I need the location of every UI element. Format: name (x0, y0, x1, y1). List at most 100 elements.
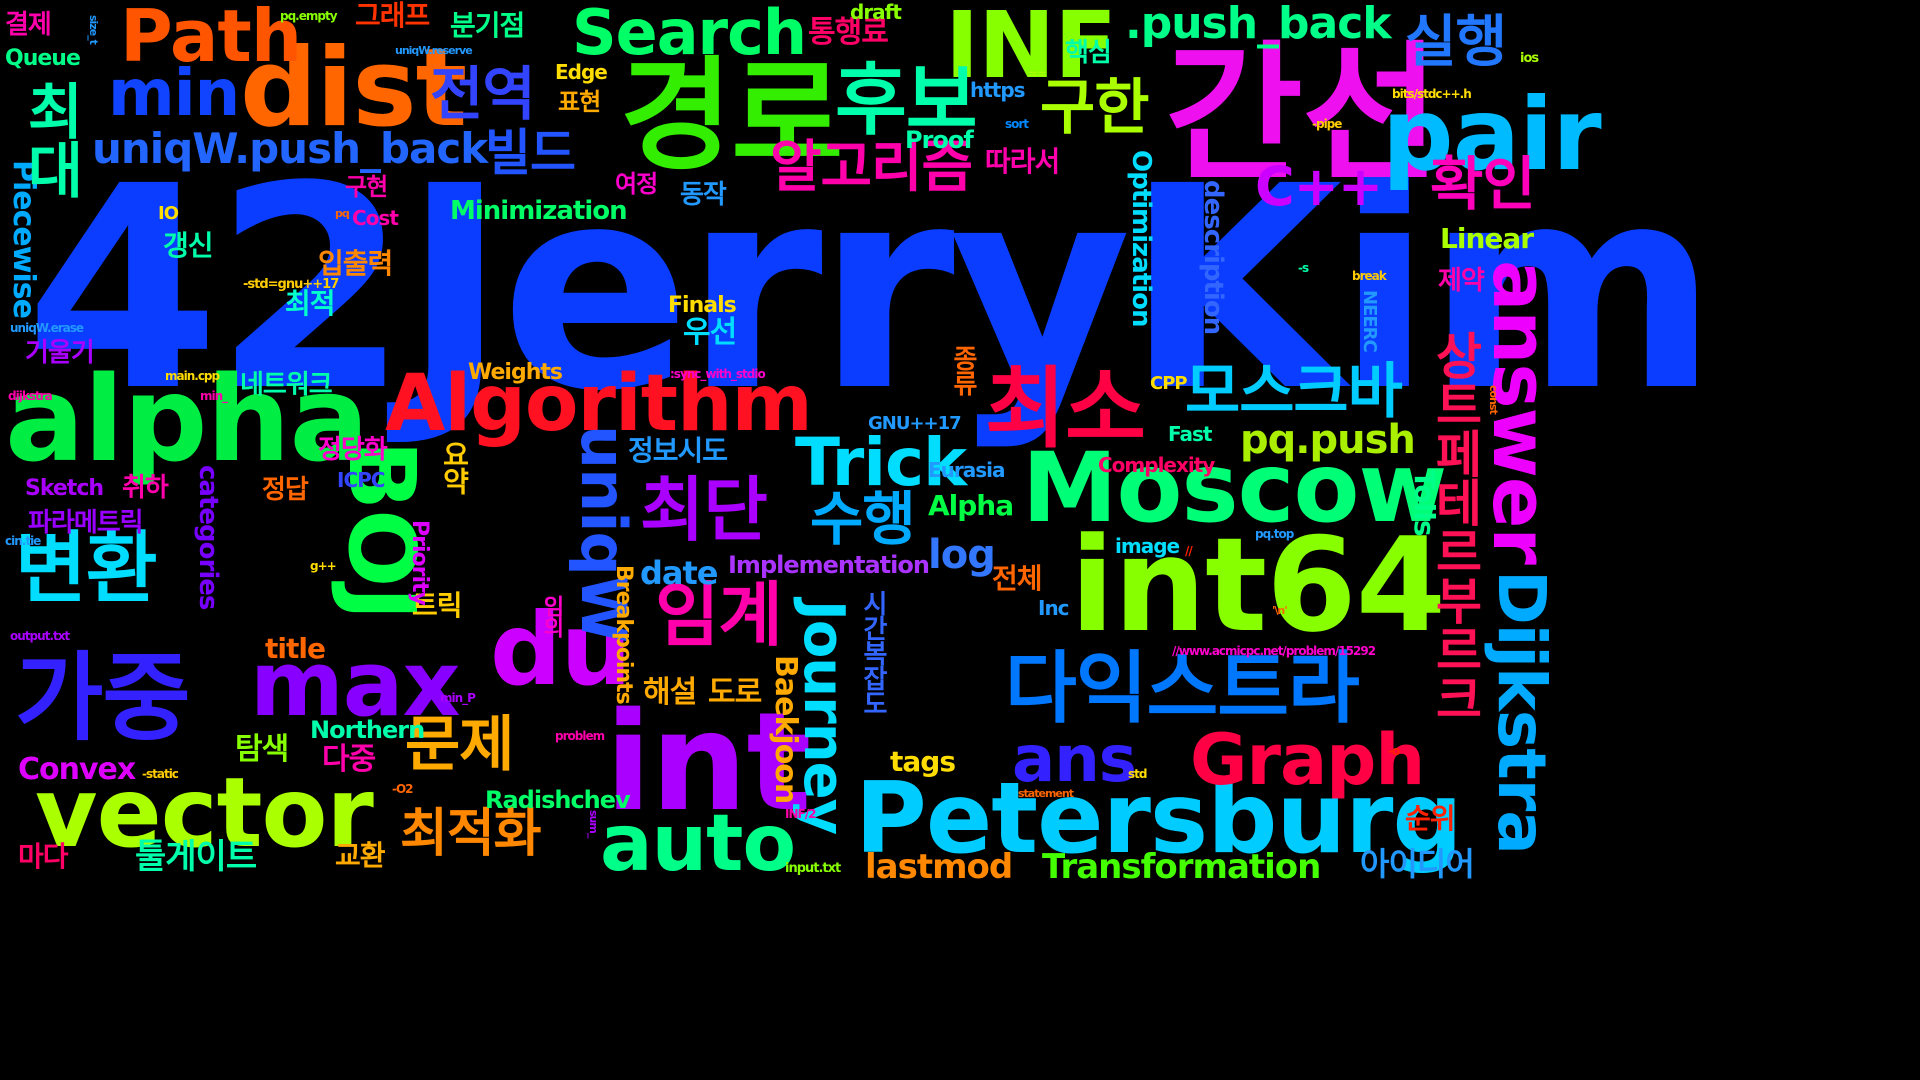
cloud-word: Algorithm (385, 359, 813, 449)
cloud-word: pq.push (1240, 417, 1416, 463)
cloud-word: 다익스트라 (1005, 644, 1360, 734)
cloud-word: min_ (200, 389, 228, 403)
cloud-word: du (490, 591, 632, 708)
cloud-word: 그래프 (355, 0, 430, 32)
cloud-word: 우선 (683, 315, 737, 350)
cloud-word: bits/stdc++.h (1392, 87, 1472, 101)
cloud-word: title (265, 632, 326, 665)
cloud-word: 문제 (405, 710, 514, 780)
cloud-word: // (1185, 544, 1193, 558)
cloud-word: 입출력 (318, 247, 393, 280)
cloud-word: 정답 (262, 475, 309, 505)
cloud-word: IO (158, 203, 179, 224)
cloud-word: Complexity (1098, 453, 1215, 477)
cloud-word: Path (120, 0, 302, 78)
cloud-word: description (1198, 180, 1228, 335)
cloud-word: Baekjoon (768, 655, 803, 804)
cloud-word: 해설 (643, 675, 697, 710)
cloud-word: 표현 (558, 88, 601, 116)
cloud-word: 42JerryKim (25, 127, 1718, 453)
cloud-word: problem (555, 729, 605, 743)
cloud-word: Weights (468, 360, 563, 385)
cloud-word: 전역 (430, 60, 536, 128)
cloud-word: 통행료 (808, 15, 889, 50)
cloud-word: 요약 (438, 440, 471, 494)
cloud-word: 최적 (285, 287, 336, 320)
cloud-word: 최단 (640, 469, 768, 551)
cloud-word: -s (1298, 261, 1309, 275)
cloud-word: 수행 (810, 485, 916, 553)
cloud-word: 정보시도 (628, 434, 728, 467)
cloud-word: -std=gnu++17 (243, 277, 339, 292)
cloud-word: -o (1388, 744, 1400, 758)
cloud-word: uniqW (567, 425, 640, 643)
cloud-word: uniqW.reserve (395, 44, 473, 57)
cloud-word: 모스크바 (1185, 357, 1403, 427)
cloud-word: alpha (5, 350, 369, 488)
cloud-word: 아이디어 (1360, 845, 1475, 883)
cloud-word: 네트워크 (240, 370, 333, 400)
cloud-word: Breakpoints (611, 565, 636, 704)
cloud-word: GNU++17 (868, 413, 962, 434)
cloud-word: Proof (905, 126, 974, 154)
cloud-word: Piecewise (6, 160, 41, 318)
cloud-word: Search (572, 0, 807, 69)
cloud-word: 기울기 (25, 338, 95, 368)
cloud-word: uniqW.push_back (92, 124, 488, 173)
cloud-word: pq (335, 207, 350, 220)
cloud-word: Finals (668, 293, 737, 318)
cloud-word: statement (1018, 787, 1074, 800)
cloud-word: Trick (795, 424, 967, 501)
cloud-word: pair (1382, 76, 1602, 193)
cloud-word: size_t (87, 15, 100, 44)
cloud-word: -pipe (1312, 117, 1342, 131)
cloud-word: Radishchev (485, 786, 631, 814)
cloud-word: ios (1520, 51, 1539, 66)
cloud-word: Fast (1168, 422, 1212, 446)
cloud-word: sum_ (587, 810, 600, 838)
cloud-word: 최소 (985, 357, 1146, 460)
cloud-word: ans (1012, 723, 1137, 797)
cloud-word: 임계 (655, 574, 783, 656)
cloud-word: 구현 (345, 173, 388, 201)
cloud-word: Petersburg (855, 762, 1463, 876)
cloud-word: Moscow (1022, 432, 1447, 544)
cloud-word: Dijkstra (1483, 570, 1560, 854)
cloud-word: Priority (407, 520, 432, 605)
cloud-word: 분기점 (450, 9, 525, 42)
cloud-word: answer (1476, 260, 1565, 564)
cloud-word: 여정 (615, 170, 658, 198)
cloud-word: -O2 (392, 782, 414, 796)
cloud-word: Minimization (450, 196, 628, 226)
cloud-word: -static (142, 767, 179, 781)
cloud-word: 구한 (1040, 73, 1149, 143)
cloud-word: draft (850, 0, 902, 24)
cloud-word: 핵심 (1065, 38, 1112, 68)
cloud-word: 빌드 (485, 124, 576, 182)
cloud-word: 변환 (15, 524, 158, 614)
cloud-word: 트릭 (412, 589, 463, 622)
cloud-word: int64 (1070, 509, 1446, 661)
cloud-word: min (108, 57, 240, 131)
cloud-word: 가중 (15, 642, 191, 754)
cloud-word: max (250, 632, 461, 737)
cloud-word: ICPC (337, 468, 385, 492)
cloud-word: 후보 (835, 56, 978, 146)
cloud-word: const (1487, 385, 1500, 414)
cloud-word: Graph (1190, 719, 1425, 801)
cloud-word: std (1128, 767, 1147, 781)
cloud-word: main.cpp (165, 369, 220, 383)
cloud-word: 따라서 (985, 145, 1060, 178)
cloud-word: NEERC (1359, 290, 1380, 352)
cloud-word: Tolls (1408, 470, 1441, 536)
cloud-word: 동작 (680, 180, 727, 210)
cloud-word: Convex (18, 752, 136, 787)
cloud-word: Edge (555, 60, 608, 84)
cloud-word: Transformation (1042, 847, 1321, 887)
cloud-word: output.txt (10, 629, 70, 643)
cloud-word: dist (240, 26, 467, 151)
cloud-word: 알고리즘 (770, 135, 973, 200)
cloud-word: lastmod (865, 847, 1013, 887)
cloud-word: 실행 (1405, 10, 1507, 75)
